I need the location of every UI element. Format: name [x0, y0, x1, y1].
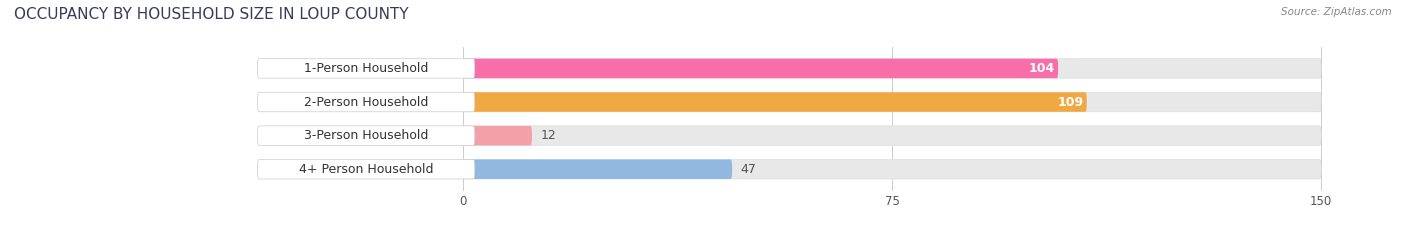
Text: 109: 109 — [1057, 96, 1084, 109]
Text: Source: ZipAtlas.com: Source: ZipAtlas.com — [1281, 7, 1392, 17]
FancyBboxPatch shape — [464, 59, 1059, 78]
FancyBboxPatch shape — [464, 126, 531, 145]
Text: 3-Person Household: 3-Person Household — [304, 129, 429, 142]
Text: 4+ Person Household: 4+ Person Household — [299, 163, 433, 176]
Text: 1-Person Household: 1-Person Household — [304, 62, 429, 75]
FancyBboxPatch shape — [464, 92, 1322, 112]
FancyBboxPatch shape — [257, 92, 475, 112]
Text: 104: 104 — [1029, 62, 1056, 75]
Text: OCCUPANCY BY HOUSEHOLD SIZE IN LOUP COUNTY: OCCUPANCY BY HOUSEHOLD SIZE IN LOUP COUN… — [14, 7, 409, 22]
FancyBboxPatch shape — [257, 59, 475, 78]
Text: 12: 12 — [540, 129, 557, 142]
FancyBboxPatch shape — [464, 159, 733, 179]
FancyBboxPatch shape — [257, 159, 475, 179]
FancyBboxPatch shape — [257, 126, 475, 145]
FancyBboxPatch shape — [464, 159, 1322, 179]
FancyBboxPatch shape — [464, 92, 1087, 112]
Text: 47: 47 — [741, 163, 756, 176]
Text: 2-Person Household: 2-Person Household — [304, 96, 429, 109]
FancyBboxPatch shape — [464, 126, 1322, 145]
FancyBboxPatch shape — [464, 59, 1322, 78]
